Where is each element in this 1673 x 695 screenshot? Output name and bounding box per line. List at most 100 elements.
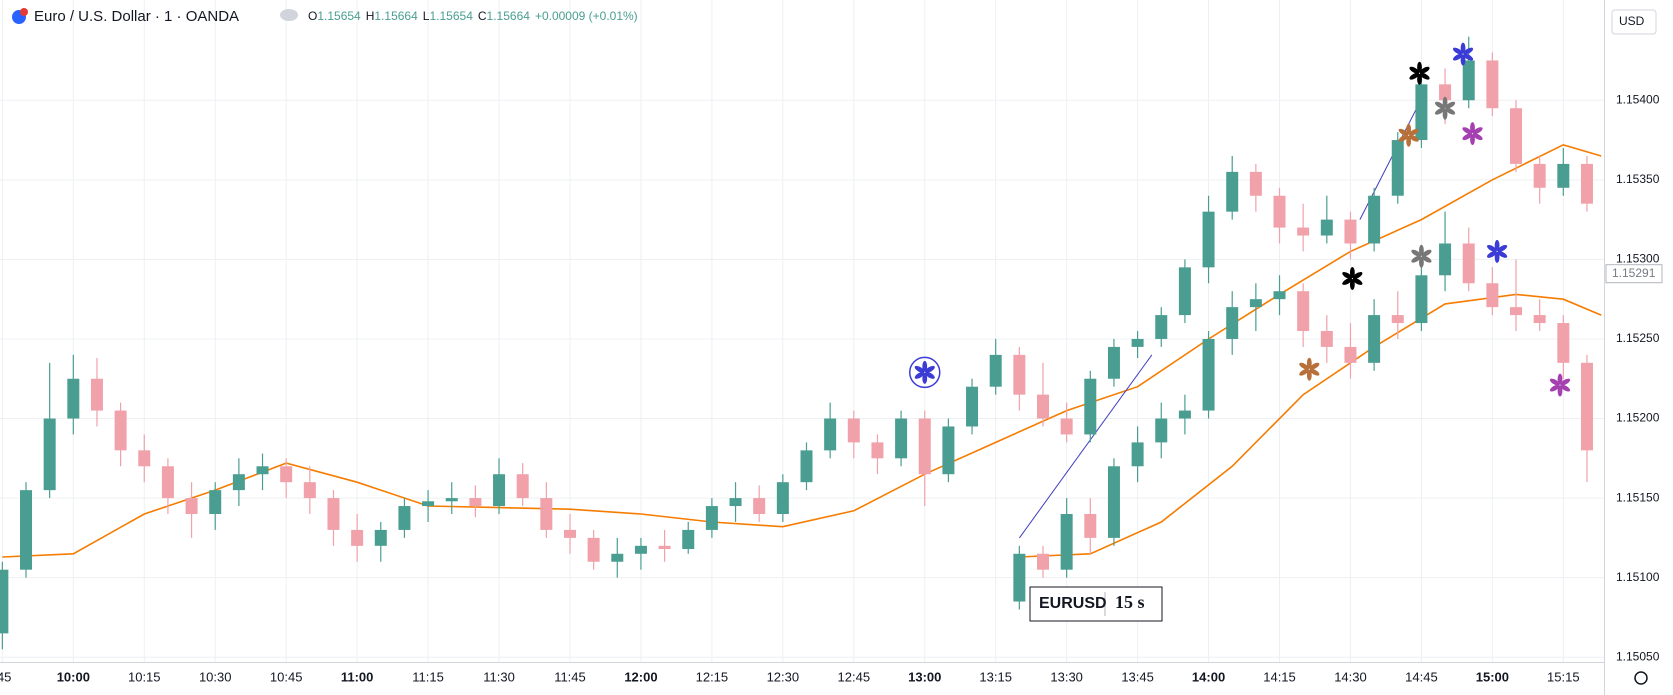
marker-petal (1408, 134, 1419, 142)
candle-body (422, 501, 435, 507)
marker-petal (1497, 250, 1508, 258)
header: Euro / U.S. Dollar · 1 · OANDA O1.15654 H… (12, 8, 638, 25)
marker-petal (1421, 249, 1432, 257)
candle-body (374, 529, 387, 546)
marker-petal (1349, 278, 1355, 290)
marker-petal (1411, 249, 1422, 257)
candle-body (1155, 315, 1168, 339)
candle-body (1320, 219, 1333, 236)
candle-body (1155, 418, 1168, 443)
x-tick-label: 15:15 (1547, 669, 1580, 684)
candle-body (161, 466, 174, 499)
marker-petal (1460, 42, 1466, 54)
marker-petal (1463, 47, 1474, 55)
candle-body (1368, 315, 1381, 363)
candle-body (682, 529, 695, 550)
candle-body (90, 378, 103, 411)
candle-body (989, 354, 1002, 387)
marker (1342, 266, 1363, 290)
marker-petal (1452, 53, 1463, 61)
candle-body (1580, 163, 1593, 204)
marker-petal (1486, 244, 1497, 252)
x-tick-label: 12:45 (838, 669, 871, 684)
candle-body (327, 498, 340, 530)
marker-petal (1419, 244, 1424, 256)
candle-body (1368, 195, 1381, 244)
candle-body (209, 490, 222, 515)
replay-frame (1029, 586, 1163, 622)
x-tick-label: 14:15 (1263, 669, 1296, 684)
candle-body (469, 498, 482, 507)
marker-petal (1486, 250, 1497, 258)
candle-body (1178, 410, 1191, 419)
marker-petal (1549, 378, 1560, 386)
candle-body (1037, 553, 1050, 570)
ohlc-value: 1.15664 (374, 9, 418, 23)
candle-body (824, 418, 837, 451)
candle-body (1226, 307, 1239, 339)
marker-petal (922, 360, 928, 372)
candle-body (20, 490, 33, 570)
x-tick-label: 10:15 (128, 669, 161, 684)
marker-petal (1494, 251, 1500, 263)
replay-box: EURUSD 15 s (1029, 586, 1163, 622)
candle-body (918, 418, 931, 475)
marker-petal (914, 371, 925, 379)
candle-body (1391, 315, 1404, 324)
candle-body (1462, 60, 1475, 101)
candle-body (1415, 84, 1428, 141)
marker-petal (1342, 278, 1353, 285)
marker-petal (1557, 385, 1563, 397)
settings-icon[interactable] (1634, 671, 1648, 685)
y-tick-label: 1.15100 (1616, 570, 1660, 584)
x-tick-label: 12:15 (696, 669, 729, 684)
candle-body (280, 466, 293, 483)
candle-body (138, 450, 151, 467)
marker-petal (1549, 384, 1560, 392)
x-tick-label: 12:30 (767, 669, 800, 684)
marker-petal (1417, 73, 1422, 85)
y-tick-label: 1.15200 (1616, 411, 1660, 425)
ohlc-label: H (366, 9, 375, 23)
candle-body (587, 537, 600, 562)
status-dot[interactable] (280, 9, 298, 21)
candle-body (0, 569, 9, 634)
x-tick-label: 11:30 (483, 669, 515, 684)
candle-body (1533, 163, 1546, 188)
currency-button[interactable] (1611, 9, 1657, 35)
ohlc-label: L (423, 9, 430, 23)
candle-body (1462, 243, 1475, 284)
marker (1409, 61, 1430, 85)
candle-body (634, 545, 647, 554)
y-tick-label: 1.15350 (1616, 172, 1660, 186)
candle-body (611, 553, 624, 562)
candle-body (1580, 362, 1593, 451)
moving-average (2, 143, 1602, 558)
marker-ring (908, 356, 941, 389)
marker-petal (1411, 255, 1422, 263)
candle-body (705, 506, 718, 530)
trendline (1018, 354, 1153, 539)
x-tick-label: 13:15 (979, 669, 1012, 684)
marker-petal (1445, 101, 1456, 109)
x-tick-label: 12:00 (624, 669, 657, 684)
currency[interactable]: USD (1619, 14, 1645, 28)
x-tick-label: 11:45 (554, 669, 586, 684)
marker-petal (1406, 123, 1412, 135)
marker-petal (925, 365, 935, 373)
candle-body (1320, 331, 1333, 347)
marker-petal (1408, 128, 1419, 136)
marker-petal (1442, 96, 1448, 108)
candle-body (1486, 60, 1499, 109)
chart-title: Euro / U.S. Dollar · 1 · OANDA (34, 8, 239, 25)
candle-body (1107, 466, 1120, 538)
candle-body (303, 482, 316, 499)
marker (1452, 42, 1474, 66)
marker (908, 356, 941, 389)
candle-body (1226, 171, 1239, 212)
marker-petal (1497, 244, 1508, 252)
marker-petal (1398, 134, 1409, 142)
x-tick-label: 15:00 (1476, 669, 1509, 684)
marker-petal (922, 372, 928, 384)
x-tick-label: 14:30 (1334, 669, 1367, 684)
